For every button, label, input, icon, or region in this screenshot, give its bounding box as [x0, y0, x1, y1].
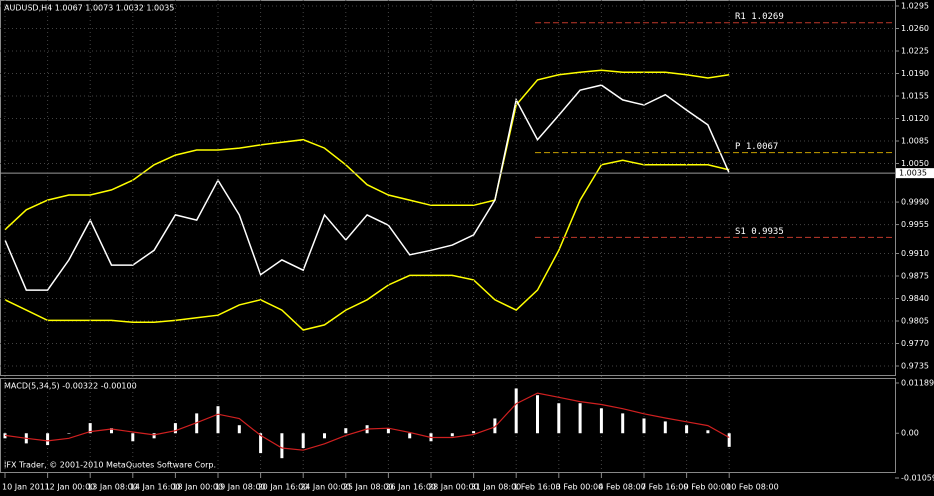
macd-bar [88, 423, 92, 434]
macd-bar [344, 428, 348, 434]
main-panel [0, 0, 896, 376]
y-tick-label: 1.0085 [901, 137, 929, 146]
y-tick-label: 0.01189 [901, 379, 934, 388]
macd-bar [46, 433, 50, 446]
y-tick-label: 0.9910 [901, 249, 929, 258]
footer: IFX Trader, © 2001-2010 MetaQuotes Softw… [4, 461, 216, 470]
y-tick-label: 1.0155 [901, 92, 929, 101]
x-tick-label: 3 Feb 00:00 [556, 483, 603, 492]
last-price-label: 1.0035 [899, 169, 927, 178]
x-tick-label: 7 Feb 16:00 [641, 483, 688, 492]
y-tick-label: 1.0050 [901, 159, 929, 168]
macd-bar [110, 428, 113, 434]
macd-bar [386, 428, 390, 434]
x-tick-label: 9 Feb 00:00 [684, 483, 731, 492]
macd-bar [259, 433, 263, 454]
x-tick-label: 1 Feb 16:00 [513, 483, 560, 492]
macd-bar [578, 403, 582, 434]
y-tick-label: 1.0120 [901, 114, 929, 123]
x-tick-label: 26 Jan 16:00 [385, 483, 436, 492]
y-tick-label: 1.0295 [901, 2, 929, 11]
price-line [4, 69, 730, 231]
y-tick-label: 1.0260 [901, 24, 929, 33]
macd-bar [599, 408, 603, 434]
chart-title: AUDUSD,H4 1.0067 1.0073 1.0032 1.0035 [4, 4, 174, 13]
y-tick-label: 0.9955 [901, 220, 929, 229]
macd-bar [642, 418, 646, 434]
y-tick-label: 0.9735 [901, 362, 929, 371]
x-tick-label: 14 Jan 16:00 [130, 483, 181, 492]
y-tick-label: 0.9990 [901, 198, 929, 207]
x-tick-label: 19 Jan 08:00 [215, 483, 266, 492]
y-tick-label: 0.00 [901, 429, 919, 438]
macd-bar [173, 423, 177, 434]
y-tick-label: 0.9805 [901, 317, 929, 326]
last-price-box [896, 168, 934, 179]
price-line [4, 84, 730, 291]
macd-bar [685, 425, 689, 434]
x-tick-label: 24 Jan 00:00 [300, 483, 351, 492]
macd-bar [301, 433, 305, 449]
x-tick-label: 25 Jan 08:00 [343, 483, 394, 492]
y-tick-label: 0.9840 [901, 294, 929, 303]
x-tick-label: 4 Feb 08:00 [598, 483, 645, 492]
signal-line [4, 392, 730, 451]
x-tick-label: 31 Jan 08:00 [471, 483, 522, 492]
y-tick-label: 0.9770 [901, 339, 929, 348]
macd-bar [237, 425, 241, 434]
x-tick-label: 12 Jan 00:00 [45, 483, 96, 492]
y-tick-label: 1.0225 [901, 47, 929, 56]
pivot-label: R1 1.0269 [735, 12, 784, 22]
macd-bar [536, 395, 539, 434]
x-tick-label: 13 Jan 08:00 [87, 483, 138, 492]
macd-bar [152, 433, 156, 439]
y-tick-label: -0.01059 [901, 474, 934, 483]
macd-bar [408, 433, 412, 439]
macd-bar [514, 388, 518, 434]
x-tick-label: 10 Jan 2011 [2, 483, 50, 492]
macd-bar [493, 418, 497, 434]
macd-bar [280, 433, 284, 459]
x-tick-label: 10 Feb 08:00 [726, 483, 778, 492]
macd-bar [323, 433, 326, 439]
macd-bar [557, 403, 561, 434]
macd-bar [216, 406, 220, 434]
pivot-label: S1 0.9935 [735, 227, 784, 237]
macd-bar [727, 433, 731, 447]
macd-bar [472, 431, 476, 434]
y-tick-label: 1.0190 [901, 69, 929, 78]
macd-title: MACD(5,34,5) -0.00322 -0.00100 [4, 382, 137, 391]
x-tick-label: 20 Jan 16:00 [258, 483, 309, 492]
macd-bar [621, 413, 625, 434]
macd-bar [131, 433, 135, 442]
macd-bar [450, 433, 454, 437]
pivot-label: P 1.0067 [735, 142, 778, 152]
macd-bar [663, 421, 667, 434]
macd-bar [67, 433, 71, 434]
macd-bar [706, 430, 710, 434]
x-tick-label: 18 Jan 00:00 [172, 483, 223, 492]
y-tick-label: 0.9875 [901, 272, 929, 281]
macd-panel [0, 378, 896, 473]
price-line [4, 159, 730, 331]
x-tick-label: 28 Jan 00:00 [428, 483, 479, 492]
